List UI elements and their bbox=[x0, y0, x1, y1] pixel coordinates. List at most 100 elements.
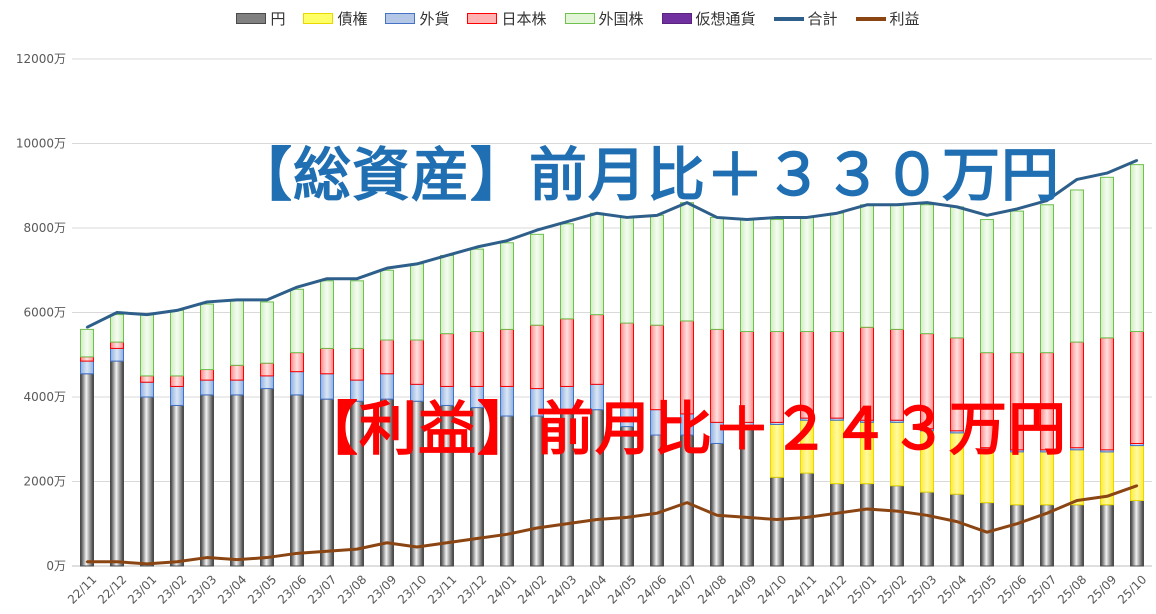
bar-yen-25/10 bbox=[1130, 500, 1144, 567]
point-total-25/01 bbox=[865, 203, 869, 206]
x-tick-label: 23/01 bbox=[125, 572, 159, 606]
legend-label-intl: 外国株 bbox=[598, 10, 644, 28]
point-profit-25/09 bbox=[1105, 495, 1109, 498]
point-profit-23/04 bbox=[235, 558, 239, 561]
x-tick-label: 25/10 bbox=[1115, 572, 1149, 606]
bar-intl-22/11 bbox=[80, 328, 94, 358]
point-total-23/03 bbox=[205, 300, 209, 304]
bar-fx-23/04 bbox=[230, 379, 244, 396]
bar-fx-23/01 bbox=[140, 381, 154, 398]
point-profit-24/07 bbox=[685, 501, 689, 504]
legend-item-jp: 日本株 bbox=[467, 8, 547, 29]
x-tick-label: 22/11 bbox=[65, 572, 99, 606]
bar-intl-24/04 bbox=[590, 212, 604, 316]
bar-yen-25/02 bbox=[890, 485, 904, 567]
bar-fx-23/03 bbox=[200, 379, 214, 396]
legend-label-crypto: 仮想通貨 bbox=[695, 10, 756, 28]
bar-yen-25/08 bbox=[1070, 504, 1084, 567]
bar-intl-23/06 bbox=[290, 288, 304, 354]
legend-swatch-crypto bbox=[661, 13, 692, 24]
bar-jp-23/11 bbox=[440, 333, 454, 387]
point-profit-22/11 bbox=[85, 560, 89, 563]
bar-intl-25/08 bbox=[1070, 189, 1084, 343]
bar-jp-23/01 bbox=[140, 375, 154, 383]
x-tick-label: 23/02 bbox=[155, 572, 189, 606]
bar-intl-25/02 bbox=[890, 204, 904, 330]
bar-intl-23/08 bbox=[350, 280, 364, 349]
point-profit-25/07 bbox=[1045, 511, 1049, 515]
point-total-25/04 bbox=[955, 205, 959, 209]
bar-intl-24/07 bbox=[680, 202, 694, 322]
point-profit-25/06 bbox=[1015, 522, 1019, 525]
point-total-24/06 bbox=[655, 214, 659, 217]
point-total-25/09 bbox=[1105, 171, 1109, 175]
bar-jp-22/12 bbox=[110, 341, 124, 349]
x-tick-label: 23/05 bbox=[245, 572, 279, 606]
legend-label-jp: 日本株 bbox=[501, 10, 547, 28]
x-tick-label: 25/06 bbox=[995, 572, 1029, 606]
bar-jp-23/02 bbox=[170, 375, 184, 387]
point-profit-23/12 bbox=[475, 537, 479, 540]
point-total-25/08 bbox=[1075, 178, 1079, 181]
chart-legend: 円 債権 外貨 日本株 外国株 仮想通貨 合計 利益 bbox=[0, 8, 1156, 29]
point-profit-25/03 bbox=[925, 514, 929, 517]
legend-label-bond: 債権 bbox=[337, 10, 368, 28]
bar-jp-23/12 bbox=[470, 331, 484, 387]
y-tick-label: 4000万 bbox=[23, 390, 66, 404]
legend-swatch-total bbox=[773, 16, 804, 21]
x-tick-label: 23/06 bbox=[275, 572, 309, 606]
point-total-23/11 bbox=[445, 254, 449, 257]
bar-yen-23/04 bbox=[230, 394, 244, 567]
point-profit-24/06 bbox=[655, 511, 659, 515]
point-total-24/12 bbox=[835, 212, 839, 215]
y-tick-label: 8000万 bbox=[23, 221, 66, 235]
bar-intl-23/07 bbox=[320, 280, 334, 349]
point-total-23/05 bbox=[265, 298, 269, 302]
legend-label-total: 合計 bbox=[807, 10, 838, 28]
bar-jp-23/03 bbox=[200, 369, 214, 381]
bar-intl-25/05 bbox=[980, 219, 994, 354]
point-profit-25/05 bbox=[985, 531, 989, 534]
bar-fx-22/12 bbox=[110, 347, 124, 362]
bar-intl-23/04 bbox=[230, 299, 244, 366]
bar-intl-24/09 bbox=[740, 219, 754, 333]
bar-intl-23/11 bbox=[440, 254, 454, 335]
bar-yen-23/02 bbox=[170, 404, 184, 567]
bar-intl-24/06 bbox=[650, 214, 664, 326]
x-tick-label: 24/08 bbox=[695, 572, 729, 606]
point-total-25/02 bbox=[895, 203, 899, 206]
profit-headline: 【利益】前月比＋２４３万円 bbox=[300, 395, 1068, 463]
point-profit-25/02 bbox=[895, 509, 899, 513]
point-total-23/02 bbox=[175, 309, 179, 312]
x-tick-label: 22/12 bbox=[95, 572, 129, 606]
x-tick-label: 25/03 bbox=[905, 572, 939, 606]
bar-bond-25/08 bbox=[1070, 449, 1084, 506]
bar-yen-24/12 bbox=[830, 483, 844, 567]
legend-swatch-profit bbox=[855, 16, 886, 21]
bar-intl-23/10 bbox=[410, 263, 424, 341]
bar-intl-25/03 bbox=[920, 204, 934, 335]
bar-yen-25/05 bbox=[980, 502, 994, 567]
bar-intl-24/05 bbox=[620, 216, 634, 324]
point-total-22/11 bbox=[85, 326, 89, 329]
point-profit-25/01 bbox=[865, 507, 869, 511]
x-tick-label: 23/04 bbox=[215, 572, 249, 606]
x-tick-label: 24/02 bbox=[515, 572, 549, 606]
x-tick-label: 25/09 bbox=[1085, 572, 1119, 606]
legend-label-profit: 利益 bbox=[889, 10, 920, 28]
point-profit-23/09 bbox=[385, 541, 389, 544]
x-tick-label: 24/03 bbox=[545, 572, 579, 606]
point-profit-23/05 bbox=[265, 556, 269, 559]
point-total-23/09 bbox=[385, 266, 389, 270]
legend-swatch-intl bbox=[564, 13, 595, 24]
y-tick-label: 6000万 bbox=[23, 306, 66, 320]
bar-yen-25/09 bbox=[1100, 504, 1114, 567]
bar-fx-22/11 bbox=[80, 360, 94, 375]
legend-label-yen: 円 bbox=[270, 10, 286, 28]
bar-intl-24/08 bbox=[710, 216, 724, 330]
bar-jp-24/03 bbox=[560, 318, 574, 387]
x-tick-label: 25/02 bbox=[875, 572, 909, 606]
line-series-total bbox=[86, 159, 1138, 329]
x-tick-label: 24/11 bbox=[785, 572, 819, 606]
bar-intl-23/09 bbox=[380, 269, 394, 341]
